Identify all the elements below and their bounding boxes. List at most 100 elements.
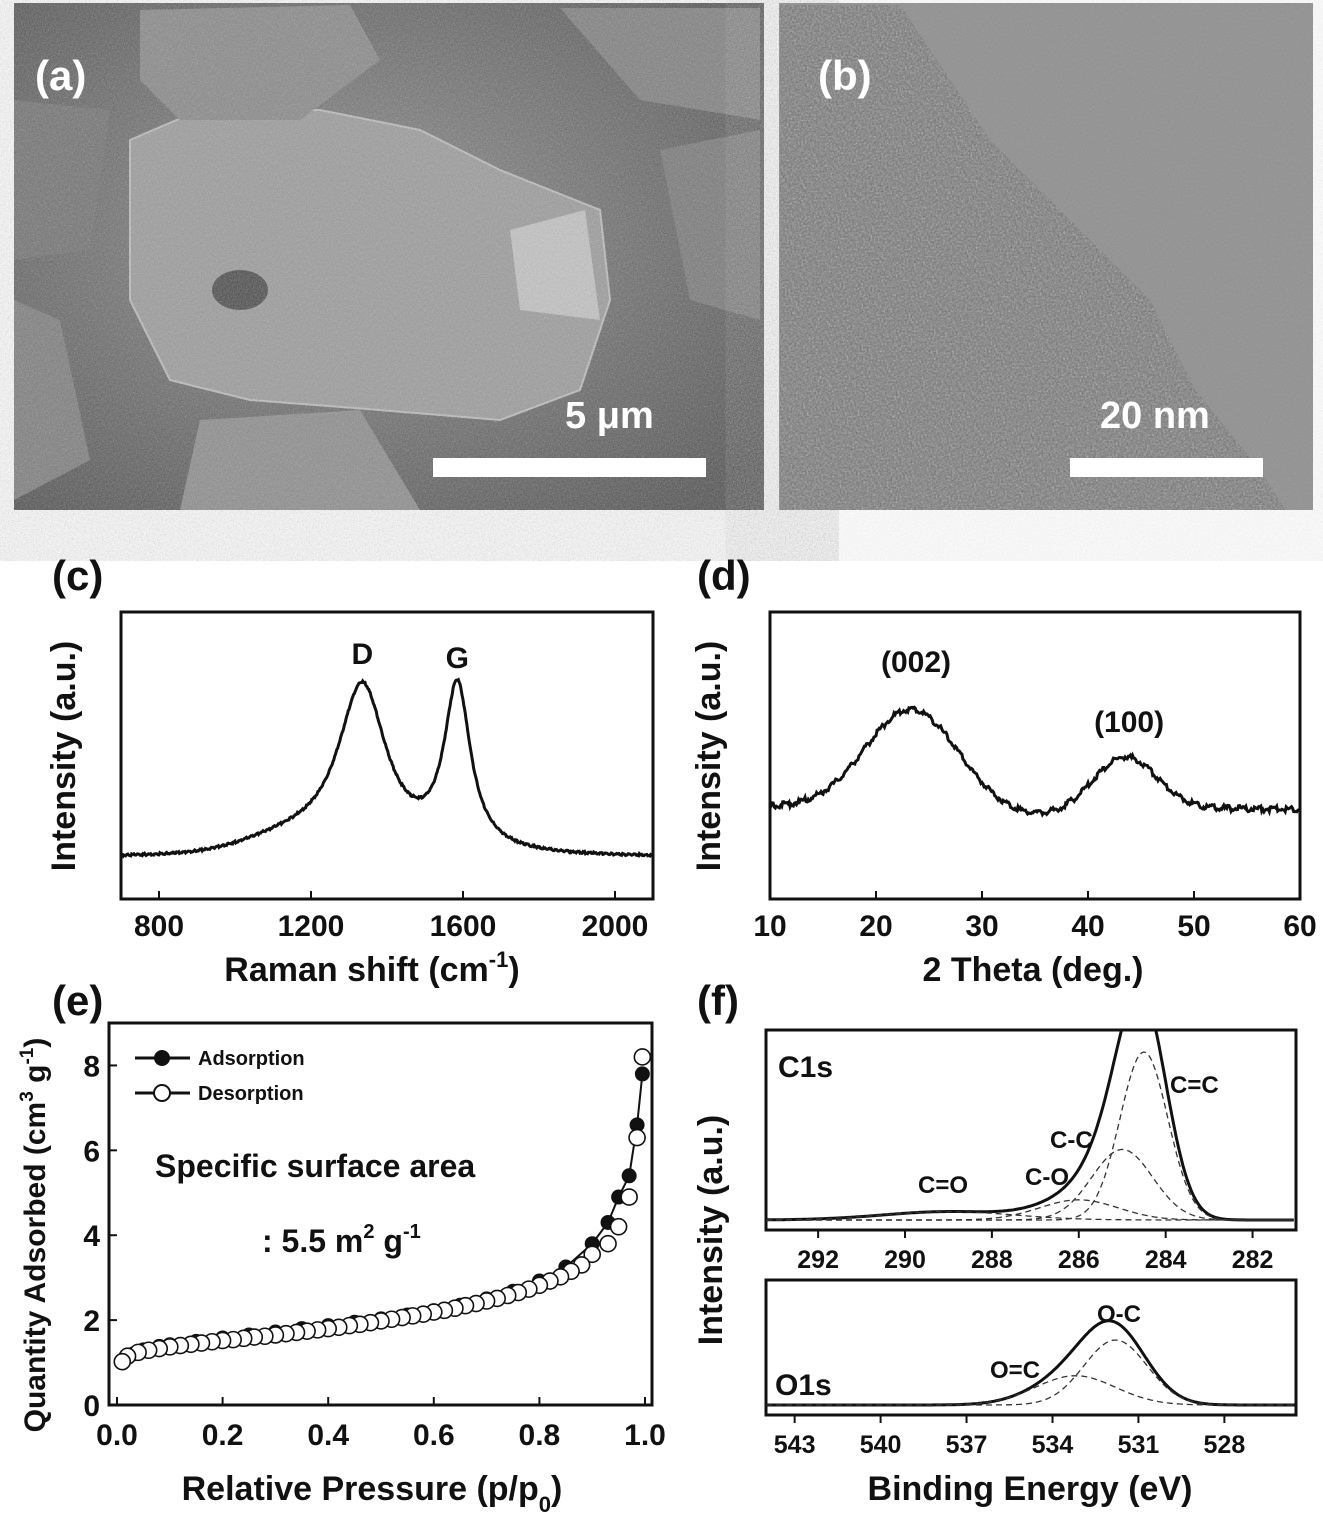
panel-a-sem-image: (a) 5 μm (14, 3, 764, 510)
c1s-x-tick-label: 292 (797, 1246, 839, 1274)
o1s-x-tick-label: 540 (860, 1431, 902, 1459)
panel-c-x-tick-label: 1200 (278, 910, 345, 943)
panel-c-raman-chart: (c) 800 1200 1600 2000 D G Raman shift (cm-… (45, 552, 655, 989)
panel-d-label: (d) (697, 552, 751, 599)
desorption-point (628, 1128, 646, 1147)
panel-e-axis-ticks: 0.0 0.2 0.4 0.6 0.8 1.0 0 2 4 6 8 (83, 1050, 666, 1452)
panel-f-y-axis-label: Intensity (a.u.) (692, 1115, 730, 1345)
panel-b-scale-text: 20 nm (1100, 395, 1210, 437)
panel-c-y-axis-label: Intensity (a.u.) (45, 641, 83, 871)
adsorption-point (629, 1117, 645, 1133)
panel-d-x-tick-label: 60 (1283, 910, 1316, 943)
panel-e-y-tick-label: 2 (83, 1305, 100, 1338)
c1s-peak-c-c: C-C (1050, 1127, 1093, 1154)
c1s-x-tick-label: 288 (971, 1246, 1013, 1274)
c1s-peak-cc-double: C=C (1170, 1072, 1219, 1099)
panel-d-x-ticks: 10 20 30 40 50 60 (753, 891, 1317, 943)
panel-c-x-tick-label: 1600 (430, 910, 497, 943)
c1s-x-tick-label: 290 (884, 1246, 926, 1274)
panel-e-x-tick-label: 0.6 (413, 1419, 455, 1452)
c1s-component-curve (766, 1210, 1294, 1221)
panel-d-x-tick-label: 10 (753, 910, 786, 943)
desorption-point (599, 1234, 617, 1253)
panel-d-x-tick-label: 50 (1177, 910, 1210, 943)
panel-e-x-tick-label: 0.2 (202, 1419, 244, 1452)
desorption-point (609, 1217, 628, 1236)
panel-e-plot-frame (107, 1021, 654, 1407)
o1s-components (766, 1339, 1296, 1406)
c1s-component-curve (766, 1051, 1294, 1221)
o1s-x-tick-label: 543 (774, 1431, 816, 1459)
o1s-peak-o-c: O-C (1097, 1301, 1141, 1328)
panel-c-raman-spectrum (121, 677, 653, 859)
legend-desorption-label: Desorption (198, 1083, 304, 1105)
panel-e-isotherm-chart: (e) 0.0 0.2 0.4 0.6 0.8 1.0 0 2 4 6 8 Adsorption D… (17, 977, 666, 1517)
panel-d-y-axis-label: Intensity (a.u.) (690, 641, 728, 871)
panel-c-x-axis-label: Raman shift (cm-1) (224, 947, 519, 989)
panel-e-y-tick-label: 0 (83, 1390, 100, 1423)
panel-d-xrd-chart: (d) 10 20 30 40 50 60 (002) (100) 2 Theta (de… (690, 552, 1317, 989)
adsorption-point (621, 1168, 637, 1184)
panel-e-legend: Adsorption Desorption (135, 1048, 305, 1105)
o1s-x-tick-label: 528 (1204, 1431, 1246, 1459)
c1s-x-tick-label: 282 (1232, 1246, 1274, 1274)
panel-e-label: (e) (52, 977, 103, 1024)
panel-a-scale-bar (433, 458, 706, 477)
peak-label-g: G (446, 642, 469, 675)
legend-desorption-marker (153, 1084, 171, 1102)
panel-d-x-axis-label: 2 Theta (deg.) (922, 951, 1143, 989)
o1s-component-curve (766, 1339, 1296, 1406)
o1s-x-tick-label: 531 (1118, 1431, 1160, 1459)
adsorption-point (634, 1066, 650, 1082)
o1s-component-curve (766, 1375, 1296, 1406)
panel-b-tem-image: (b) 20 nm (779, 3, 1313, 510)
c1s-x-tick-label: 286 (1058, 1246, 1100, 1274)
o1s-label: O1s (775, 1369, 832, 1402)
panel-d-xrd-pattern (770, 705, 1300, 818)
panel-f-x-ticks: 292 290 288 286 284 282 543 540 537 534 531 528 (774, 1230, 1274, 1459)
c1s-peak-c-double-o: C=O (918, 1172, 968, 1199)
legend-adsorption-label: Adsorption (198, 1048, 305, 1070)
panel-f-x-axis-label: Binding Energy (eV) (868, 1470, 1193, 1508)
panel-e-x-tick-label: 1.0 (624, 1419, 666, 1452)
panel-c-x-tick-label: 800 (134, 910, 184, 943)
panel-f-c1s-frame (764, 1028, 1298, 1232)
desorption-point (620, 1188, 638, 1206)
panel-e-y-tick-label: 8 (83, 1050, 100, 1083)
panel-d-x-tick-label: 30 (965, 910, 998, 943)
c1s-label: C1s (778, 1051, 833, 1084)
panel-d-x-tick-label: 20 (859, 910, 892, 943)
o1s-peak-o-double-c: O=C (990, 1357, 1040, 1384)
desorption-point (633, 1048, 652, 1066)
panel-f-o1s-frame (764, 1278, 1298, 1417)
desorption-point (583, 1245, 602, 1264)
panel-c-plot-frame (119, 610, 655, 901)
peak-label-002: (002) (881, 646, 951, 679)
peak-label-100: (100) (1094, 706, 1164, 739)
c1s-components (766, 1051, 1294, 1221)
panel-b-scale-bar (1070, 458, 1263, 477)
panel-e-x-axis-label: Relative Pressure (p/p0) (182, 1470, 563, 1517)
desorption-point (113, 1352, 132, 1371)
panel-b-label: (b) (818, 52, 872, 99)
panel-a-scale-text: 5 μm (565, 395, 654, 437)
panel-d-plot-frame (768, 610, 1302, 901)
panel-f-label: (f) (697, 977, 739, 1024)
o1s-x-tick-label: 537 (946, 1431, 988, 1459)
o1s-x-tick-label: 534 (1032, 1431, 1074, 1459)
c1s-envelope (766, 1030, 1294, 1222)
panel-e-y-tick-label: 6 (83, 1135, 100, 1168)
panel-e-y-tick-label: 4 (83, 1220, 100, 1253)
legend-adsorption-marker (154, 1050, 170, 1066)
panel-d-x-tick-label: 40 (1071, 910, 1104, 943)
panel-c-x-ticks: 800 1200 1600 2000 (134, 891, 648, 943)
panel-e-x-tick-label: 0.0 (96, 1419, 138, 1452)
panel-f-xps-chart: (f) 292 290 288 286 284 282 543 540 537 534 531 528… (692, 977, 1298, 1508)
surface-area-annotation-line1: Specific surface area (155, 1148, 475, 1184)
c1s-component-curve (766, 1148, 1294, 1221)
panel-e-x-tick-label: 0.8 (519, 1419, 561, 1452)
panel-c-x-tick-label: 2000 (582, 910, 649, 943)
panel-e-x-tick-label: 0.4 (307, 1419, 349, 1452)
desorption-points (113, 1048, 652, 1371)
